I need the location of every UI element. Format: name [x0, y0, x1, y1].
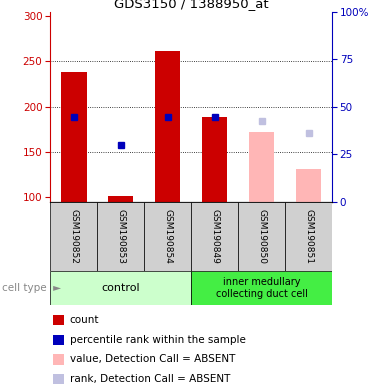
- Bar: [50, 271, 191, 305]
- Text: rank, Detection Call = ABSENT: rank, Detection Call = ABSENT: [70, 374, 230, 384]
- Text: GSM190853: GSM190853: [116, 209, 125, 264]
- Bar: [191, 271, 332, 305]
- Bar: [191, 202, 238, 271]
- Text: control: control: [101, 283, 140, 293]
- Text: GSM190851: GSM190851: [304, 209, 313, 264]
- Bar: [50, 202, 97, 271]
- Bar: [97, 202, 144, 271]
- Bar: [61, 72, 86, 202]
- Bar: [53, 334, 64, 345]
- Bar: [53, 374, 64, 384]
- Text: inner medullary
collecting duct cell: inner medullary collecting duct cell: [216, 277, 308, 299]
- Text: cell type  ►: cell type ►: [2, 283, 61, 293]
- Text: GSM190852: GSM190852: [69, 209, 78, 263]
- Text: GSM190850: GSM190850: [257, 209, 266, 264]
- Text: GSM190849: GSM190849: [210, 209, 219, 263]
- Bar: [155, 51, 181, 202]
- Text: count: count: [70, 315, 99, 325]
- Bar: [296, 169, 322, 202]
- Bar: [202, 118, 227, 202]
- Bar: [285, 202, 332, 271]
- Bar: [53, 354, 64, 364]
- Bar: [238, 202, 285, 271]
- Bar: [144, 202, 191, 271]
- Bar: [108, 196, 134, 202]
- Bar: [53, 315, 64, 325]
- Title: GDS3150 / 1388950_at: GDS3150 / 1388950_at: [114, 0, 268, 10]
- Bar: [249, 132, 275, 202]
- Text: percentile rank within the sample: percentile rank within the sample: [70, 335, 246, 345]
- Text: value, Detection Call = ABSENT: value, Detection Call = ABSENT: [70, 354, 235, 364]
- Text: GSM190854: GSM190854: [163, 209, 172, 263]
